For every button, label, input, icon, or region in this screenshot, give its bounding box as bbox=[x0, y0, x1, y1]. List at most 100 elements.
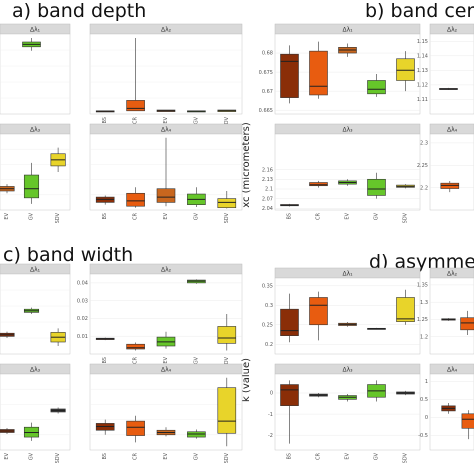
box-ev bbox=[338, 394, 357, 402]
box-series-2 bbox=[309, 291, 328, 341]
panel-a-4: Δλ₄ BS CR EV GV SDV bbox=[89, 123, 243, 223]
box-iqr bbox=[217, 198, 237, 209]
box-series-1 bbox=[441, 402, 456, 414]
panel-a-1: Δλ₁ bbox=[0, 23, 71, 115]
facet-strip-label: Δλ₃ bbox=[30, 127, 41, 134]
facet-strip-label: Δλ₄ bbox=[161, 367, 172, 374]
box-series-4 bbox=[367, 327, 386, 330]
box-iqr bbox=[280, 53, 299, 98]
x-tick-label: SDV bbox=[403, 212, 409, 223]
box-series-2 bbox=[23, 307, 40, 314]
x-tick-label: GV bbox=[193, 212, 199, 220]
box-sdv bbox=[396, 184, 415, 189]
y-tick-label: 1.13 bbox=[417, 68, 428, 74]
x-tick-label: CR bbox=[133, 212, 139, 219]
y-tick-label: 0.01 bbox=[77, 334, 88, 340]
x-tick-label: BS bbox=[102, 453, 108, 460]
panel-a-2: Δλ₂ BS CR EV GV SDV bbox=[89, 23, 243, 127]
box-gv bbox=[187, 279, 206, 284]
box-ev bbox=[156, 331, 176, 349]
x-tick-label: GV bbox=[193, 116, 199, 124]
x-tick-label: EV bbox=[163, 356, 169, 363]
facet-strip-label: Δλ₄ bbox=[161, 127, 172, 134]
facet-strip-label: Δλ₁ bbox=[30, 267, 41, 274]
box-series-1 bbox=[441, 318, 456, 321]
x-tick-label: GV bbox=[193, 356, 199, 364]
plot-area bbox=[429, 33, 474, 115]
section-title-d: d) asymmetry bbox=[369, 251, 474, 273]
y-tick-label: 1.2 bbox=[420, 334, 428, 340]
box-series-5 bbox=[396, 51, 415, 92]
box-iqr bbox=[367, 80, 386, 95]
box-cr bbox=[126, 342, 145, 351]
box-bs bbox=[95, 110, 115, 113]
x-tick-label: CR bbox=[133, 116, 139, 123]
plot-area bbox=[274, 373, 421, 451]
facet-strip-label: Δλ₂ bbox=[447, 271, 458, 278]
box-iqr bbox=[126, 100, 145, 112]
plot-area bbox=[0, 133, 71, 211]
x-tick-label: GV bbox=[29, 212, 35, 220]
x-tick-label: BS bbox=[102, 117, 108, 124]
box-series-2 bbox=[461, 410, 474, 440]
box-bs bbox=[280, 203, 299, 207]
y-tick-label: 0.03 bbox=[77, 298, 88, 304]
box-ev bbox=[156, 137, 176, 207]
box-bs bbox=[280, 380, 299, 444]
y-axis-label-b: xc (micrometers) bbox=[241, 122, 252, 208]
y-tick-label: 2.25 bbox=[417, 163, 428, 169]
plot-area bbox=[274, 133, 421, 211]
y-tick-label: 1 bbox=[425, 379, 428, 385]
y-tick-label: 0.67 bbox=[262, 89, 273, 95]
box-series-3 bbox=[338, 322, 357, 327]
y-tick-label: 1.35 bbox=[417, 283, 428, 289]
section-title-b: b) band centre bbox=[365, 0, 474, 22]
box-series-2 bbox=[460, 310, 474, 335]
box-gv bbox=[367, 380, 386, 402]
panel-a-3: Δλ₃ EV GV SDV bbox=[0, 123, 71, 223]
x-tick-label: CR bbox=[133, 452, 139, 459]
y-tick-label: 1.3 bbox=[420, 300, 428, 306]
box-gv bbox=[187, 187, 206, 207]
box-iqr bbox=[460, 317, 474, 331]
box-iqr bbox=[126, 420, 145, 436]
facet-strip-label: Δλ₂ bbox=[161, 267, 172, 274]
y-tick-label: 0.35 bbox=[262, 283, 273, 289]
box-ev bbox=[156, 427, 176, 437]
panel-c-1: Δλ₁ bbox=[0, 263, 71, 355]
y-tick-label: 0.25 bbox=[262, 322, 273, 328]
facet-strip-label: Δλ₃ bbox=[342, 127, 353, 134]
y-tick-label: 0.675 bbox=[259, 70, 273, 76]
y-tick-label: 1.25 bbox=[417, 317, 428, 323]
section-title-a: a) band depth bbox=[12, 0, 146, 22]
box-iqr bbox=[309, 50, 328, 96]
y-tick-label: 0.665 bbox=[259, 108, 273, 114]
box-series-1 bbox=[280, 293, 299, 343]
plot-area bbox=[274, 277, 421, 355]
box-sdv bbox=[396, 390, 415, 396]
box-gv bbox=[23, 162, 40, 204]
x-tick-label: CR bbox=[316, 452, 322, 459]
y-tick-label: 0.5 bbox=[420, 397, 428, 403]
section-title-c: c) band width bbox=[3, 244, 133, 266]
x-tick-label: GV bbox=[374, 452, 380, 460]
plot-area bbox=[429, 277, 474, 355]
x-tick-label: EV bbox=[163, 452, 169, 459]
y-tick-label: 0.02 bbox=[77, 316, 88, 322]
box-iqr bbox=[367, 178, 386, 196]
box-iqr bbox=[156, 188, 176, 203]
plot-area bbox=[429, 133, 474, 211]
box-series-1 bbox=[440, 180, 460, 193]
panel-b-4: Δλ₄ 2.2 2.25 2.3 bbox=[417, 123, 474, 211]
box-sdv bbox=[217, 191, 237, 209]
plot-area bbox=[0, 33, 71, 115]
panel-d-2: Δλ₂ 1.2 1.25 1.3 1.35 bbox=[417, 267, 474, 355]
box-cr bbox=[309, 393, 328, 398]
x-tick-label: EV bbox=[345, 212, 351, 219]
box-iqr bbox=[217, 326, 237, 344]
x-tick-label: CR bbox=[316, 212, 322, 219]
facet-strip-label: Δλ₂ bbox=[447, 27, 458, 34]
y-tick-label: 1.14 bbox=[417, 54, 428, 60]
box-ev bbox=[156, 109, 176, 112]
